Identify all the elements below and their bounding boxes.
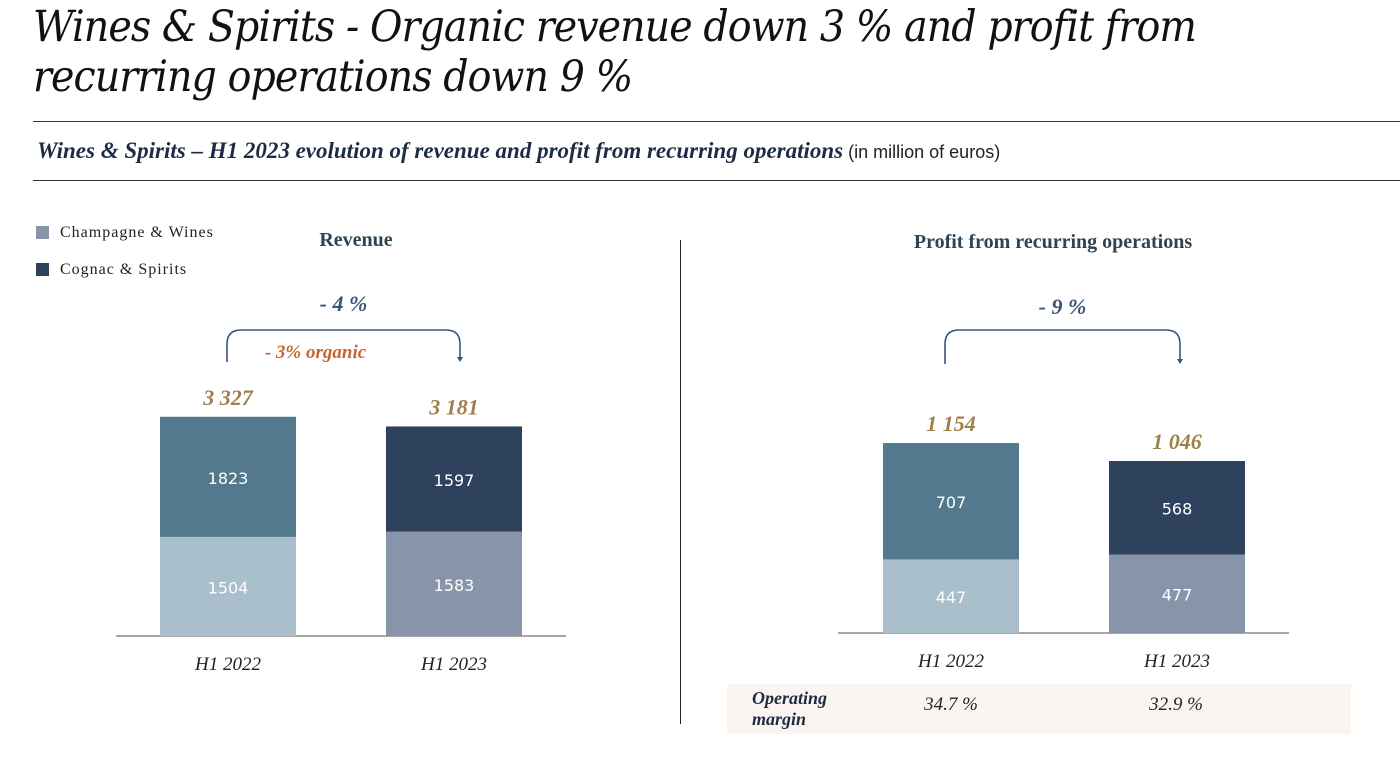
organic-change-label: - 3% organic [265, 342, 367, 363]
legend-item-cognac-spirits: Cognac & Spirits [36, 251, 214, 288]
change-bracket [944, 329, 1181, 364]
bar-total-label: 1 154 [926, 411, 976, 436]
bar-segment-cognac-spirits [160, 416, 296, 537]
bar-data-label: 477 [1162, 586, 1193, 605]
chart-subtitle: Wines & Spirits – H1 2023 evolution of r… [37, 138, 1000, 164]
bar-total-label: 3 327 [202, 385, 254, 410]
chart-title: Profit from recurring operations [914, 231, 1192, 253]
bar-total-label: 1 046 [1152, 429, 1202, 454]
subtitle-main: Wines & Spirits – H1 2023 evolution of r… [37, 138, 844, 163]
bar-segment-cognac-spirits [386, 426, 522, 532]
subtitle-divider [33, 180, 1400, 181]
bar-segment-champagne-wines [1109, 554, 1245, 633]
bar-segment-champagne-wines [386, 531, 522, 636]
change-label: - 4 % [320, 291, 368, 316]
legend-label: Cognac & Spirits [60, 260, 188, 278]
bar-data-label: 1823 [208, 469, 249, 488]
x-tick-label: H1 2022 [194, 654, 261, 675]
operating-margin-h1-2023: 32.9 % [1149, 694, 1203, 715]
legend-swatch [36, 226, 49, 239]
bar-data-label: 1597 [434, 471, 475, 490]
x-tick-label: H1 2023 [420, 654, 487, 675]
bar-data-label: 1583 [434, 576, 475, 595]
bar-total-label: 3 181 [428, 394, 479, 419]
legend-item-champagne-wines: Champagne & Wines [36, 214, 214, 251]
bar-segment-champagne-wines [883, 559, 1019, 633]
legend-swatch [36, 263, 49, 276]
operating-margin-label: Operating margin [752, 688, 827, 730]
title-divider [33, 121, 1400, 122]
bar-data-label: 447 [936, 588, 967, 607]
change-bracket [226, 329, 461, 362]
legend-label: Champagne & Wines [60, 223, 214, 241]
charts-divider [680, 240, 681, 724]
bar-data-label: 568 [1162, 500, 1193, 519]
subtitle-unit: (in million of euros) [843, 142, 1001, 162]
bar-data-label: 707 [936, 493, 967, 512]
x-tick-label: H1 2022 [917, 651, 984, 672]
chart-title: Revenue [319, 229, 392, 251]
page-title: Wines & Spirits - Organic revenue down 3… [33, 2, 1197, 102]
operating-margin-band [727, 684, 1351, 734]
arrow-head-icon [457, 357, 463, 362]
legend: Champagne & Wines Cognac & Spirits [36, 214, 214, 288]
x-tick-label: H1 2023 [1143, 651, 1210, 672]
bar-data-label: 1504 [208, 578, 249, 597]
operating-margin-label-line2: margin [752, 709, 807, 729]
bar-segment-champagne-wines [160, 536, 296, 636]
change-label: - 9 % [1039, 294, 1087, 319]
arrow-head-icon [1177, 359, 1183, 364]
bar-segment-cognac-spirits [883, 443, 1019, 560]
operating-margin-h1-2022: 34.7 % [924, 694, 978, 715]
operating-margin-label-line1: Operating [752, 688, 828, 708]
bar-segment-cognac-spirits [1109, 460, 1245, 555]
